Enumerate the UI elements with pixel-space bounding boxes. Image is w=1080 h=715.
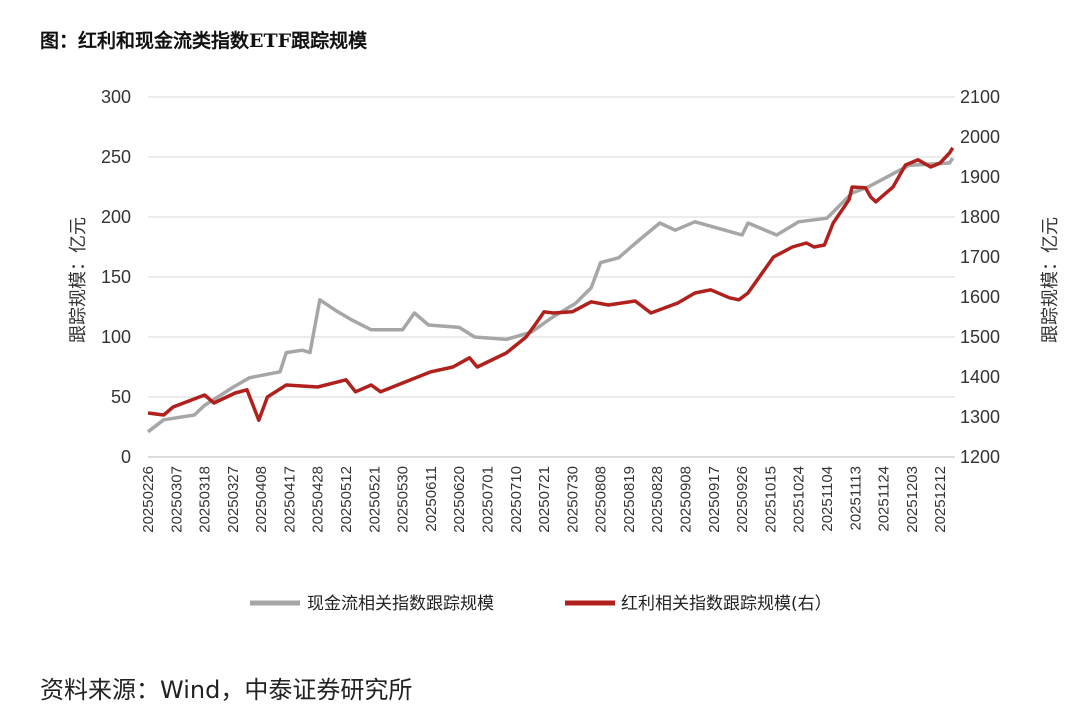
x-tick-label: 20250512 — [338, 466, 355, 533]
legend: 现金流相关指数跟踪规模 红利相关指数跟踪规模(右） — [250, 594, 832, 614]
x-tick-label: 20250721 — [536, 466, 553, 533]
chart-title: 图：红利和现金流类指数ETF跟踪规模 — [40, 30, 368, 52]
x-tick-label: 20250710 — [508, 466, 525, 533]
x-tick-label: 20251104 — [819, 466, 836, 532]
left-tick-label: 100 — [101, 327, 131, 347]
x-tick-label: 20250611 — [423, 466, 440, 532]
x-tick-label: 20250701 — [479, 466, 496, 533]
x-tick-label: 20251124 — [876, 466, 893, 532]
x-tick-label: 20250307 — [168, 466, 185, 533]
left-tick-label: 50 — [111, 387, 131, 407]
left-tick-label: 0 — [121, 447, 131, 467]
right-tick-label: 1500 — [960, 327, 1000, 347]
left-tick-label: 250 — [101, 147, 131, 167]
x-tick-label: 20250808 — [593, 466, 610, 533]
x-axis: 20250226 20250307 20250318 20250327 20250408… — [140, 466, 949, 533]
x-tick-label: 20250408 — [253, 466, 270, 533]
series-lines — [146, 146, 955, 434]
right-tick-label: 1700 — [960, 247, 1000, 267]
x-tick-label: 20251024 — [791, 466, 808, 533]
right-axis-label: 跟踪规模：亿元 — [1040, 217, 1061, 343]
x-tick-label: 20250417 — [281, 466, 298, 533]
x-tick-label: 20250917 — [706, 466, 723, 533]
right-tick-label: 1900 — [960, 167, 1000, 187]
x-tick-label: 20250521 — [366, 466, 383, 533]
gridlines — [148, 96, 955, 458]
left-y-axis: 0 50 100 150 200 250 300 — [101, 87, 131, 467]
x-tick-label: 20250908 — [678, 466, 695, 533]
left-tick-label: 200 — [101, 207, 131, 227]
x-tick-label: 20250926 — [734, 466, 751, 533]
x-tick-label: 20250730 — [564, 466, 581, 533]
left-axis-label: 跟踪规模：亿元 — [68, 217, 89, 343]
x-tick-label: 20251212 — [932, 466, 949, 533]
legend-label-dividend: 红利相关指数跟踪规模(右） — [621, 594, 832, 614]
cash-flow-series-line — [146, 157, 955, 434]
left-tick-label: 300 — [101, 87, 131, 107]
x-tick-label: 20251113 — [847, 466, 864, 531]
right-tick-label: 1200 — [960, 447, 1000, 467]
x-tick-label: 20250428 — [310, 466, 327, 533]
x-tick-label: 20250620 — [451, 466, 468, 533]
right-tick-label: 1400 — [960, 367, 1000, 387]
right-tick-label: 1800 — [960, 207, 1000, 227]
source-note: 资料来源：Wind，中泰证券研究所 — [40, 676, 413, 704]
left-tick-label: 150 — [101, 267, 131, 287]
x-tick-label: 20250226 — [140, 466, 157, 533]
x-tick-label: 20250318 — [197, 466, 214, 533]
x-tick-label: 20251203 — [904, 466, 921, 533]
x-tick-label: 20250819 — [621, 466, 638, 533]
legend-label-cash-flow: 现金流相关指数跟踪规模 — [307, 594, 494, 614]
dividend-series-line — [147, 146, 955, 422]
x-tick-label: 20250828 — [649, 466, 666, 533]
right-tick-label: 1300 — [960, 407, 1000, 427]
right-tick-label: 2100 — [960, 87, 1000, 107]
x-tick-label: 20250530 — [395, 466, 412, 533]
x-tick-label: 20250327 — [225, 466, 242, 533]
right-y-axis: 1200 1300 1400 1500 1600 1700 1800 1900 2000 2100 — [960, 87, 1000, 467]
x-tick-label: 20251015 — [762, 466, 779, 533]
right-tick-label: 1600 — [960, 287, 1000, 307]
right-tick-label: 2000 — [960, 127, 1000, 147]
